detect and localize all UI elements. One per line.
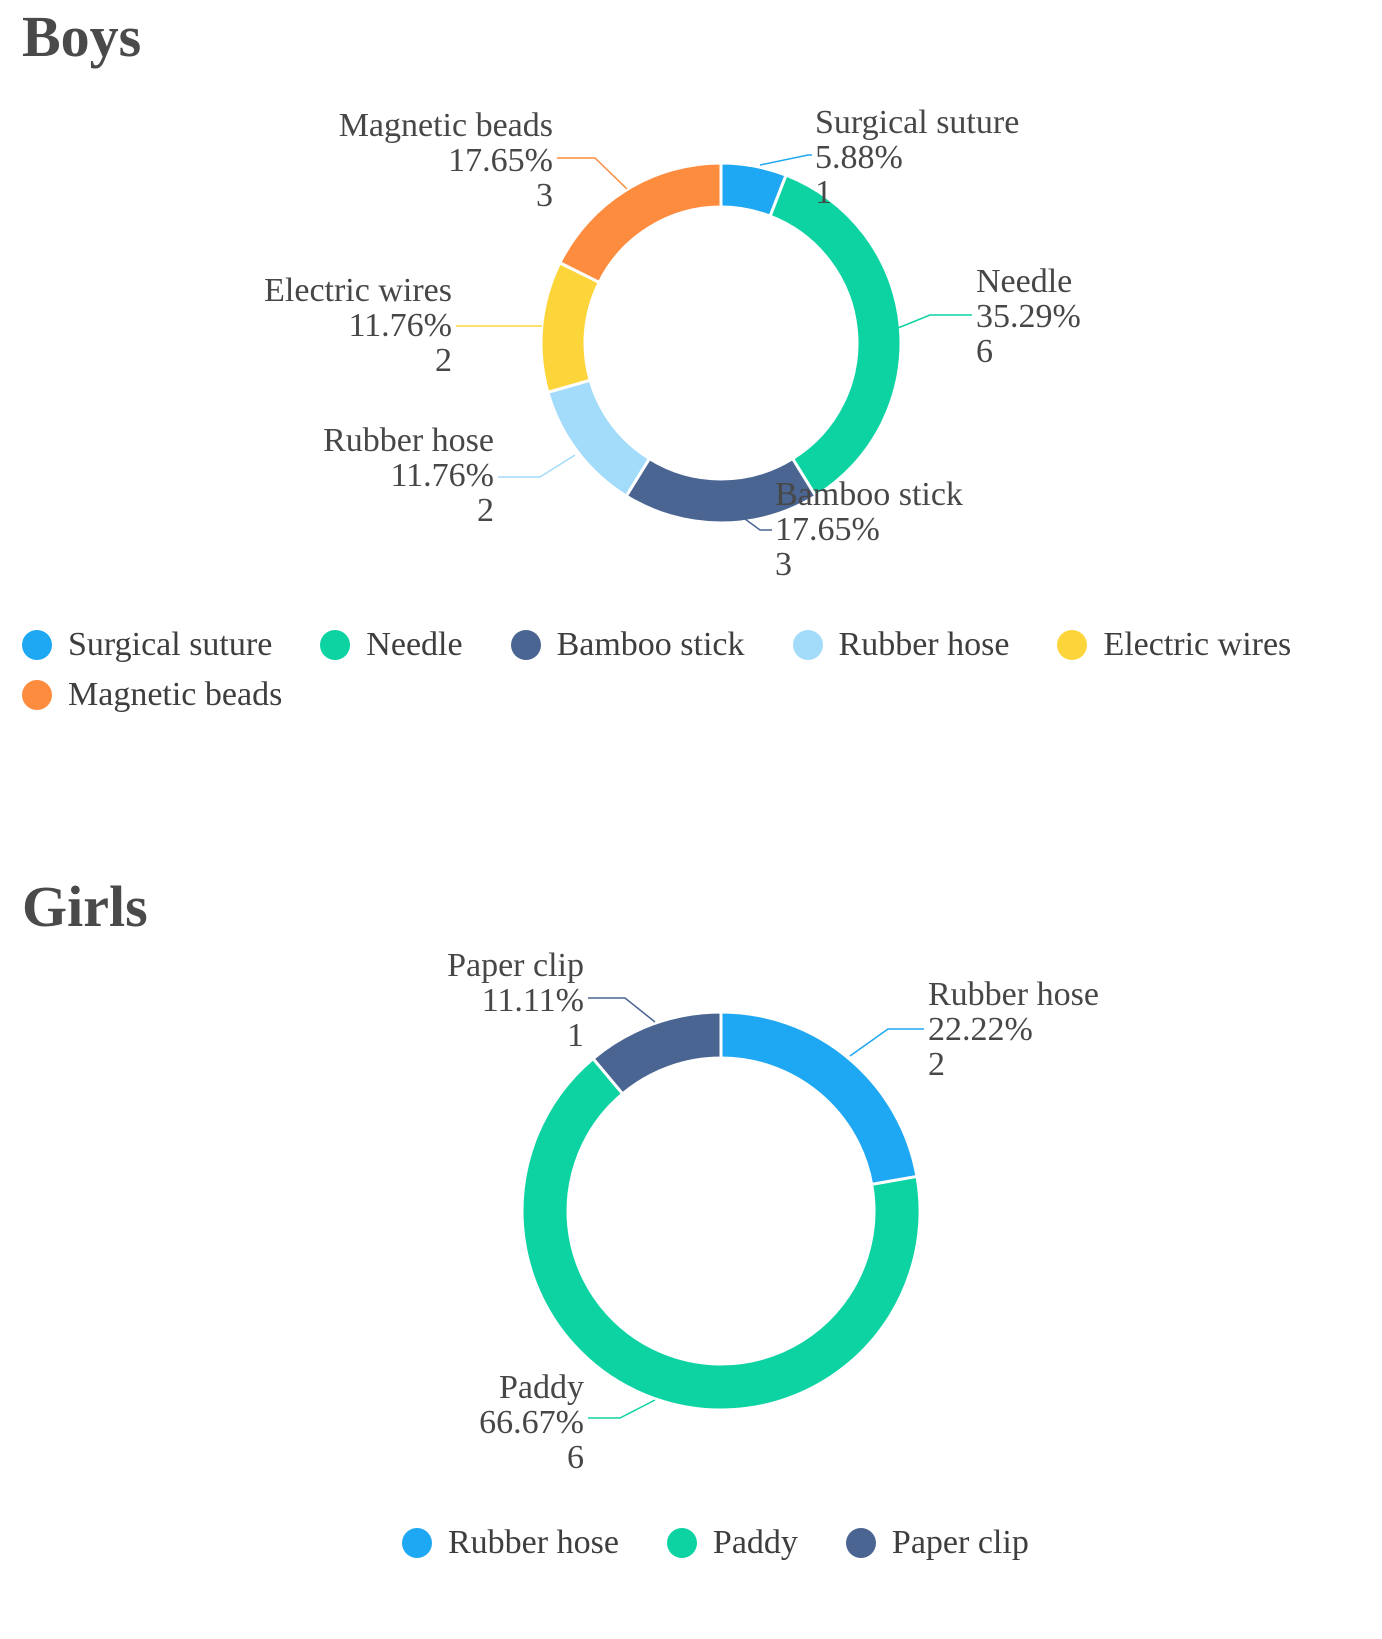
- legend-marker-icon: [22, 680, 52, 710]
- legend-label: Magnetic beads: [68, 676, 283, 713]
- legend-marker-icon: [792, 630, 823, 660]
- boys-data-label-percent-surgical-suture: 5.88%: [815, 139, 903, 176]
- boys-data-label-percent-electric-wires: 11.76%: [348, 307, 452, 344]
- boys-data-label-count-electric-wires: 2: [435, 342, 452, 379]
- girls-slice-paper-clip[interactable]: [590, 1010, 723, 1096]
- boys-data-label-name-magnetic-beads: Magnetic beads: [339, 107, 553, 144]
- girls-data-label-count-rubber-hose: 2: [928, 1046, 945, 1083]
- boys-leader-line-needle: [897, 314, 972, 329]
- boys-data-label-name-bamboo-stick: Bamboo stick: [775, 476, 963, 513]
- girls-data-label-name-paddy: Paddy: [499, 1369, 584, 1406]
- legend-label: Rubber hose: [448, 1524, 619, 1561]
- legend-label: Needle: [366, 626, 463, 663]
- boys-data-label-name-rubber-hose: Rubber hose: [323, 422, 494, 459]
- girls-slice-rubber-hose[interactable]: [719, 1010, 919, 1187]
- boys-data-label-count-surgical-suture: 1: [815, 174, 832, 211]
- chart-title-girls: Girls: [22, 874, 148, 939]
- boys-data-label-percent-rubber-hose: 11.76%: [390, 457, 494, 494]
- boys-data-label-name-electric-wires: Electric wires: [264, 272, 452, 309]
- boys-slice-electric-wires[interactable]: [539, 260, 602, 395]
- girls-data-label-percent-rubber-hose: 22.22%: [928, 1011, 1033, 1048]
- girls-leader-line-rubber-hose: [849, 1028, 924, 1057]
- girls-data-label-name-paper-clip: Paper clip: [447, 947, 584, 984]
- boys-legend-item-surgical-suture[interactable]: Surgical suture: [22, 620, 272, 670]
- legend-marker-icon: [666, 1528, 697, 1558]
- girls-legend-item-paddy[interactable]: Paddy: [666, 1518, 798, 1568]
- boys-legend-item-bamboo-stick[interactable]: Bamboo stick: [510, 620, 745, 670]
- girls-leader-line-paddy: [588, 1399, 656, 1419]
- girls-leader-line-paper-clip: [588, 997, 656, 1023]
- boys-data-label-count-rubber-hose: 2: [477, 492, 494, 529]
- boys-legend-item-needle[interactable]: Needle: [320, 620, 463, 670]
- girls-slice-paddy[interactable]: [520, 1056, 922, 1412]
- girls-legend-item-rubber-hose[interactable]: Rubber hose: [402, 1518, 619, 1568]
- legend-marker-icon: [402, 1528, 432, 1558]
- boys-data-label-percent-magnetic-beads: 17.65%: [448, 142, 553, 179]
- legend-label: Electric wires: [1103, 626, 1292, 663]
- boys-leader-line-magnetic-beads: [557, 157, 628, 190]
- boys-slice-needle[interactable]: [768, 173, 903, 499]
- boys-data-label-count-needle: 6: [976, 333, 993, 370]
- legend-marker-icon: [1057, 630, 1088, 660]
- legend-boys: Surgical suture Needle Bamboo stick Rubber …: [22, 620, 1362, 720]
- boys-data-label-percent-bamboo-stick: 17.65%: [775, 511, 880, 548]
- boys-chart-panel: Surgical suture 5.88% 1 Needle 35.29% 6 Bamboo…: [0, 0, 1382, 790]
- girls-data-label-percent-paper-clip: 11.11%: [482, 982, 584, 1019]
- boys-data-label-name-needle: Needle: [976, 263, 1072, 300]
- boys-leader-line-rubber-hose: [498, 454, 576, 478]
- boys-slice-rubber-hose[interactable]: [546, 378, 652, 499]
- boys-leader-line-bamboo-stick: [744, 518, 772, 531]
- boys-data-label-percent-needle: 35.29%: [976, 298, 1081, 335]
- boys-leader-line-surgical-suture: [759, 154, 812, 166]
- legend-label: Rubber hose: [838, 626, 1010, 663]
- boys-legend-item-electric-wires[interactable]: Electric wires: [1057, 620, 1291, 670]
- boys-data-label-count-bamboo-stick: 3: [775, 546, 792, 583]
- boys-data-label-name-surgical-suture: Surgical suture: [815, 104, 1019, 141]
- legend-marker-icon: [510, 630, 541, 660]
- girls-data-label-percent-paddy: 66.67%: [479, 1404, 584, 1441]
- legend-marker-icon: [22, 630, 52, 660]
- boys-legend-item-magnetic-beads[interactable]: Magnetic beads: [22, 670, 282, 720]
- boys-slice-magnetic-beads[interactable]: [557, 161, 723, 285]
- legend-girls: Rubber hose Paddy Paper clip: [402, 1518, 1362, 1568]
- boys-data-label-count-magnetic-beads: 3: [536, 177, 553, 214]
- girls-chart-panel: Rubber hose 22.22% 2 Paddy 66.67% 6 Paper clip…: [0, 870, 1382, 1639]
- girls-data-label-count-paper-clip: 1: [567, 1017, 584, 1054]
- girls-legend-item-paper-clip[interactable]: Paper clip: [845, 1518, 1029, 1568]
- legend-label: Paper clip: [891, 1524, 1029, 1561]
- legend-label: Bamboo stick: [556, 626, 745, 663]
- legend-marker-icon: [320, 630, 351, 660]
- girls-data-label-count-paddy: 6: [567, 1439, 584, 1476]
- legend-marker-icon: [845, 1528, 876, 1558]
- chart-title-boys: Boys: [22, 4, 142, 69]
- boys-legend-item-rubber-hose[interactable]: Rubber hose: [792, 620, 1010, 670]
- legend-label: Surgical suture: [68, 626, 273, 663]
- girls-data-label-name-rubber-hose: Rubber hose: [928, 976, 1099, 1013]
- legend-label: Paddy: [712, 1524, 798, 1561]
